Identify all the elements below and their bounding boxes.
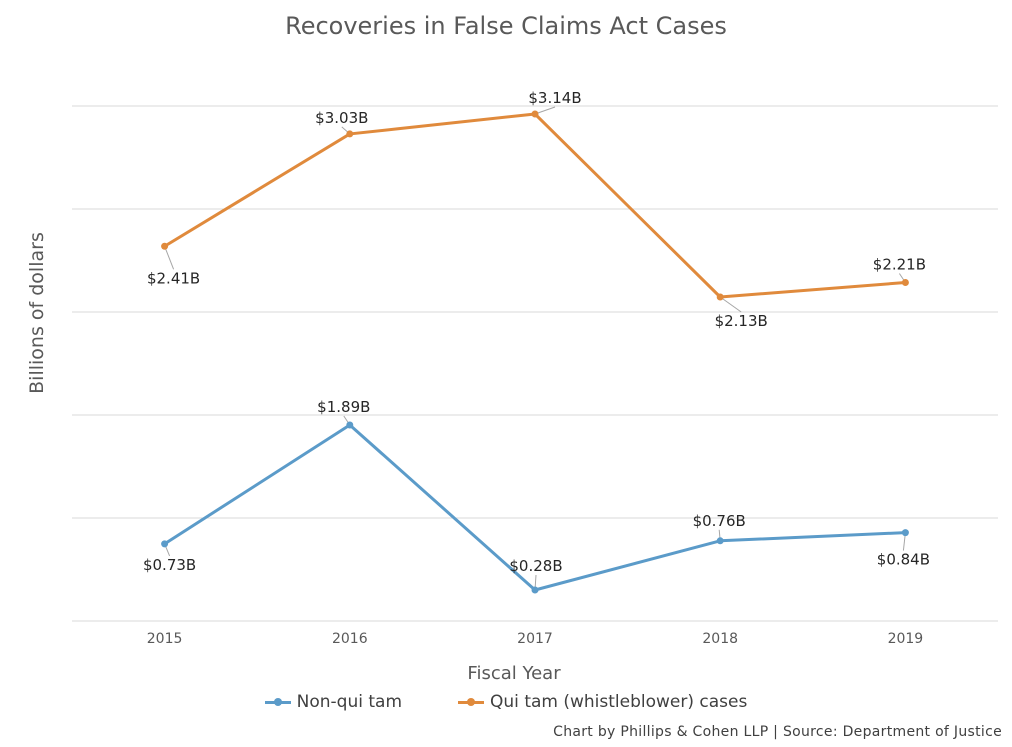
data-point[interactable] bbox=[346, 130, 354, 138]
legend-label-non-qui-tam: Non-qui tam bbox=[296, 692, 403, 712]
x-tick-label: 2015 bbox=[147, 631, 183, 647]
data-label: $2.41B bbox=[147, 269, 200, 287]
x-tick-labels: 2015 2016 2017 2018 2019 bbox=[147, 631, 923, 647]
series-layer: $0.73B $1.89B $0.28B $0.76B $0.84B $2.41B $3.0… bbox=[143, 89, 930, 594]
data-label: $3.03B bbox=[315, 109, 368, 127]
data-point[interactable] bbox=[161, 540, 169, 548]
x-axis-title: Fiscal Year bbox=[467, 663, 561, 684]
gridlines bbox=[72, 105, 998, 622]
legend-swatch-qui-tam bbox=[458, 697, 485, 706]
leader-line bbox=[719, 296, 742, 313]
data-point[interactable] bbox=[531, 586, 539, 594]
data-point[interactable] bbox=[716, 293, 724, 301]
data-label: $2.13B bbox=[715, 312, 768, 330]
legend-label-qui-tam: Qui tam (whistleblower) cases bbox=[490, 692, 748, 712]
leader-line bbox=[164, 246, 175, 270]
line-chart: 2015 2016 2017 2018 2019 Fiscal Year Billion… bbox=[26, 89, 998, 684]
data-label: $0.28B bbox=[509, 557, 562, 575]
data-label: $3.14B bbox=[528, 89, 581, 107]
data-label: $0.76B bbox=[693, 512, 746, 530]
legend-item-qui-tam[interactable]: Qui tam (whistleblower) cases bbox=[458, 692, 747, 712]
data-point[interactable] bbox=[901, 529, 909, 537]
data-point[interactable] bbox=[346, 421, 354, 429]
source-credit: Chart by Phillips & Cohen LLP | Source: … bbox=[553, 724, 1002, 740]
data-label: $1.89B bbox=[317, 398, 370, 416]
y-axis-title: Billions of dollars bbox=[26, 232, 48, 394]
series-0: $0.73B $1.89B $0.28B $0.76B $0.84B bbox=[143, 398, 930, 594]
x-tick-label: 2016 bbox=[332, 631, 368, 647]
data-label: $2.21B bbox=[873, 256, 926, 274]
data-point[interactable] bbox=[901, 279, 909, 287]
legend-item-non-qui-tam[interactable]: Non-qui tam bbox=[264, 692, 403, 712]
chart-title: Recoveries in False Claims Act Cases bbox=[285, 12, 727, 40]
data-point[interactable] bbox=[531, 110, 539, 118]
legend: Non-qui tam Qui tam (whistleblower) case… bbox=[0, 692, 1012, 712]
x-tick-label: 2019 bbox=[888, 631, 924, 647]
legend-swatch-non-qui-tam bbox=[264, 697, 291, 706]
x-tick-label: 2018 bbox=[702, 631, 738, 647]
x-tick-label: 2017 bbox=[517, 631, 553, 647]
series-line bbox=[163, 112, 906, 299]
data-label: $0.84B bbox=[877, 551, 930, 569]
series-1: $2.41B $3.03B $3.14B $2.13B $2.21B bbox=[147, 89, 926, 330]
data-point[interactable] bbox=[716, 537, 724, 545]
data-point[interactable] bbox=[161, 242, 169, 250]
leader-line bbox=[534, 106, 556, 115]
data-label: $0.73B bbox=[143, 556, 196, 574]
